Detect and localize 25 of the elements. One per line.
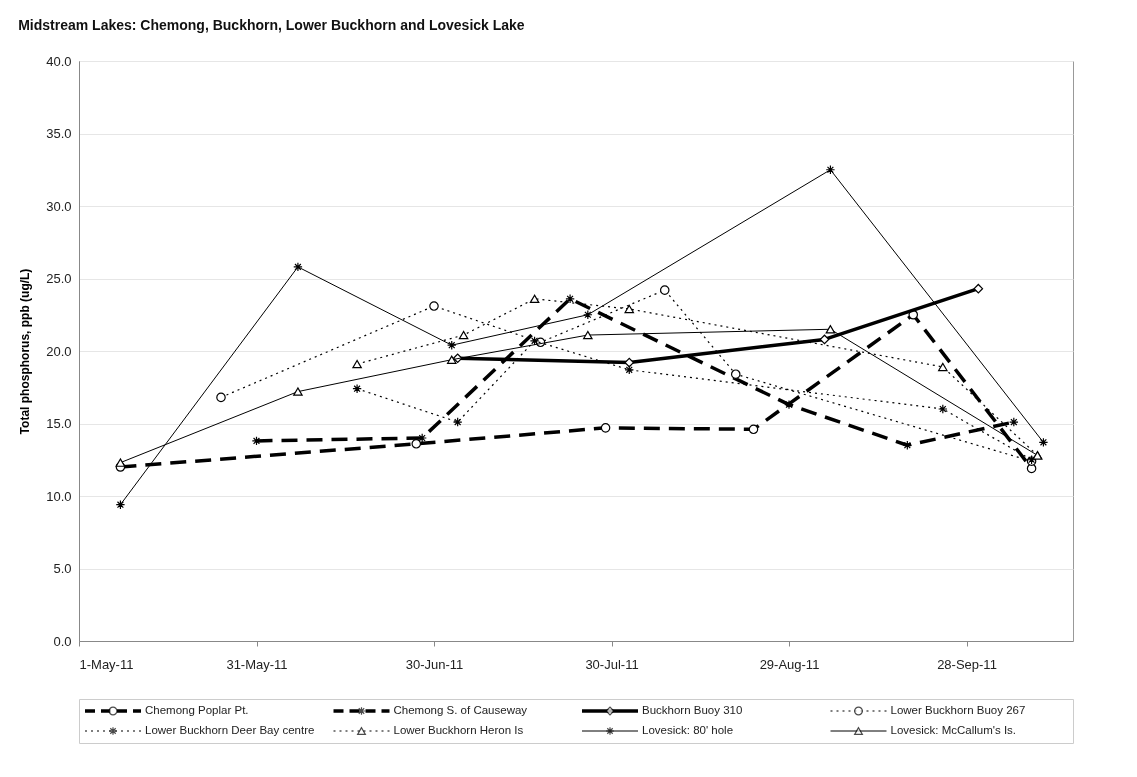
y-tick-label: 25.0 xyxy=(46,271,72,286)
x-tick-label: 1-May-11 xyxy=(79,656,134,672)
legend-label: Buckhorn Buoy 310 xyxy=(642,704,743,716)
legend-label: Lower Buckhorn Heron Is xyxy=(393,724,524,736)
legend-label: Lower Buckhorn Deer Bay centre xyxy=(145,724,315,736)
y-tick-label: 20.0 xyxy=(46,343,72,359)
x-tick-label: 28-Sep-11 xyxy=(937,656,997,672)
legend-label: Lovesick: McCallum's Is. xyxy=(890,724,1017,736)
y-tick-label: 10.0 xyxy=(46,488,72,504)
x-tick-label: 30-Jun-11 xyxy=(405,656,464,672)
y-tick-label: 30.0 xyxy=(46,198,72,214)
y-tick-label: 35.0 xyxy=(46,126,72,141)
legend-label: Chemong S. of Causeway xyxy=(393,704,528,716)
chart-title: Midstream Lakes: Chemong, Buckhorn, Lower Buckhorn and Lovesick Lake xyxy=(18,16,525,33)
legend-label: Lower Buckhorn Buoy 267 xyxy=(890,704,1026,716)
y-axis-title: Total phosphorus, ppb (ug/L) xyxy=(18,268,33,435)
y-tick-label: 5.0 xyxy=(53,561,72,576)
x-tick-label: 30-Jul-11 xyxy=(585,656,639,672)
x-tick-label: 29-Aug-11 xyxy=(759,656,820,672)
legend-label: Chemong Poplar Pt. xyxy=(145,704,249,716)
y-tick-label: 15.0 xyxy=(46,416,72,431)
y-tick-label: 0.0 xyxy=(53,633,72,649)
y-tick-label: 40.0 xyxy=(46,53,72,69)
legend-label: Lovesick: 80' hole xyxy=(642,724,734,736)
x-tick-label: 31-May-11 xyxy=(226,656,288,672)
